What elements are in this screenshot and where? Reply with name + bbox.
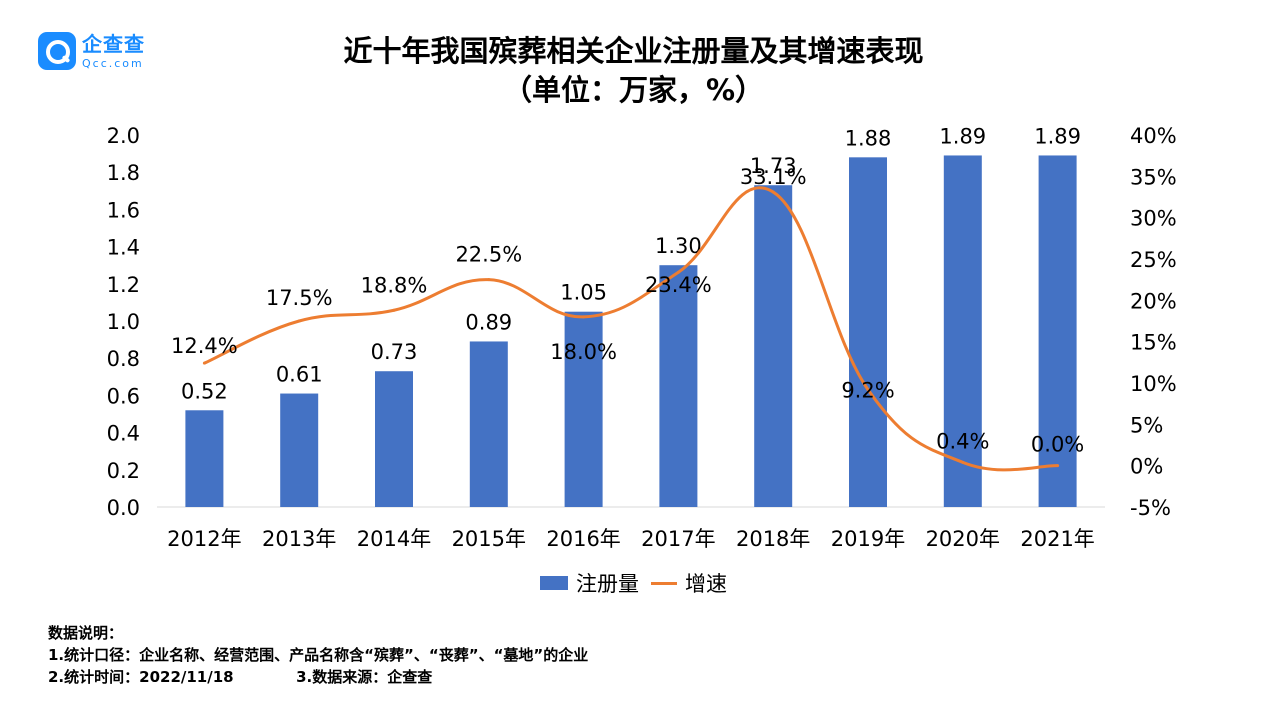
notes-time: 2.统计时间：2022/11/18: [48, 668, 234, 686]
y-left-tick-label: 1.6: [107, 198, 140, 222]
x-tick-label: 2018年: [736, 527, 810, 551]
bar-2016年: [564, 311, 603, 507]
legend-line-swatch: [651, 581, 677, 585]
bar-value-label: 1.73: [750, 154, 797, 178]
growth-line: [203, 186, 1058, 472]
bar-2014年: [375, 371, 413, 507]
y-right-tick-label: 30%: [1130, 207, 1177, 231]
growth-point: [297, 319, 301, 323]
legend-bar-swatch: [540, 576, 568, 590]
legend-item-line: 增速: [651, 568, 727, 598]
bar-2012年: [185, 410, 224, 507]
bar-2013年: [280, 393, 319, 507]
bar-value-label: 1.88: [845, 126, 892, 150]
y-left-tick-label: 0.0: [107, 496, 140, 520]
growth-value-label: 17.5%: [266, 286, 333, 310]
y-left-tick-label: 0.8: [107, 347, 140, 371]
growth-point: [582, 315, 586, 319]
growth-value-label: 22.5%: [455, 243, 522, 267]
growth-point: [866, 388, 870, 392]
notes-line2: 2.统计时间：2022/11/18 3.数据来源：企查查: [48, 666, 588, 688]
logo-en-text: Qcc.com: [82, 56, 144, 70]
bar-2021年: [1038, 155, 1077, 507]
x-tick-label: 2015年: [452, 527, 526, 551]
y-left-tick-label: 0.4: [107, 422, 140, 446]
growth-point: [961, 460, 965, 464]
x-tick-label: 2020年: [926, 527, 1000, 551]
x-tick-label: 2017年: [641, 527, 715, 551]
qcc-logo-icon: [38, 32, 76, 70]
growth-value-label: 23.4%: [645, 273, 712, 297]
legend-bar-label: 注册量: [576, 572, 639, 596]
bar-value-label: 0.52: [181, 379, 228, 403]
y-right-tick-label: 35%: [1130, 165, 1177, 189]
growth-value-label: 33.1%: [740, 165, 807, 189]
bar-2017年: [659, 265, 698, 507]
notes-heading: 数据说明：: [48, 624, 124, 642]
legend-item-bar: 注册量: [540, 568, 639, 598]
bar-2020年: [943, 155, 982, 507]
growth-value-label: 12.4%: [171, 334, 238, 358]
notes-line1: 1.统计口径：企业名称、经营范围、产品名称含“殡葬”、“丧葬”、“墓地”的企业: [48, 646, 589, 664]
x-tick-label: 2012年: [167, 527, 241, 551]
chart-title: 近十年我国殡葬相关企业注册量及其增速表现: [343, 34, 924, 68]
y-right-tick-label: 5%: [1130, 413, 1163, 437]
y-left-tick-label: 2.0: [107, 124, 140, 148]
growth-point: [1056, 464, 1060, 468]
legend: 注册量 增速: [0, 568, 1267, 598]
bar-2018年: [754, 185, 793, 507]
bar-value-label: 1.89: [1034, 124, 1081, 148]
bar-value-label: 1.30: [655, 234, 702, 258]
bar-value-label: 1.05: [560, 281, 607, 305]
y-left-tick-label: 1.4: [107, 236, 140, 260]
growth-point: [202, 361, 206, 365]
chart-subtitle: （单位：万家，%）: [502, 73, 765, 107]
x-tick-label: 2019年: [831, 527, 905, 551]
growth-value-label: 0.4%: [936, 429, 989, 453]
x-tick-label: 2021年: [1020, 527, 1094, 551]
qcc-logo: 企查查 Qcc.com: [38, 32, 145, 70]
growth-point: [392, 308, 396, 312]
bar-2019年: [849, 157, 887, 507]
bar-2015年: [469, 341, 508, 507]
x-tick-label: 2014年: [357, 527, 431, 551]
y-right-tick-label: 15%: [1130, 331, 1177, 355]
x-tick-label: 2013年: [262, 527, 336, 551]
bar-value-label: 0.73: [371, 340, 418, 364]
y-right-tick-label: -5%: [1130, 496, 1171, 520]
growth-point: [676, 270, 680, 274]
bar-value-label: 1.89: [939, 124, 986, 148]
data-notes: 数据说明： 1.统计口径：企业名称、经营范围、产品名称含“殡葬”、“丧葬”、“墓…: [48, 622, 588, 688]
y-right-tick-label: 25%: [1130, 248, 1177, 272]
y-left-tick-label: 1.8: [107, 161, 140, 185]
growth-point: [487, 278, 491, 282]
bar-value-label: 0.61: [276, 363, 323, 387]
y-right-tick-label: 40%: [1130, 124, 1177, 148]
growth-value-label: 9.2%: [841, 379, 894, 403]
x-tick-label: 2016年: [546, 527, 620, 551]
growth-value-label: 18.0%: [550, 340, 617, 364]
growth-point: [771, 190, 775, 194]
y-right-tick-label: 20%: [1130, 289, 1177, 313]
y-left-tick-label: 1.2: [107, 273, 140, 297]
bar-value-label: 0.89: [465, 310, 512, 334]
y-left-tick-label: 1.0: [107, 310, 140, 334]
y-left-tick-label: 0.2: [107, 459, 140, 483]
y-right-tick-label: 0%: [1130, 455, 1163, 479]
y-right-tick-label: 10%: [1130, 372, 1177, 396]
legend-line-label: 增速: [685, 572, 727, 596]
y-left-tick-label: 0.6: [107, 384, 140, 408]
growth-value-label: 0.0%: [1031, 433, 1084, 457]
notes-source: 3.数据来源：企查查: [296, 668, 433, 686]
growth-value-label: 18.8%: [361, 273, 428, 297]
logo-cn-text: 企查查: [82, 31, 145, 56]
